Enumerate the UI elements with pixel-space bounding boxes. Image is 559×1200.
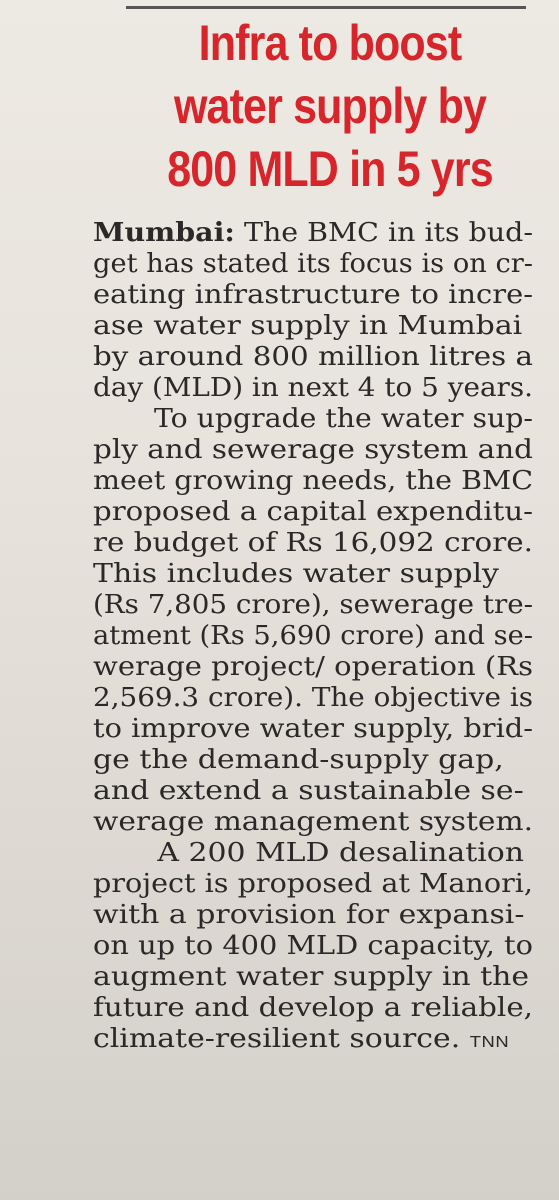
article-line-text: climate-resilient source. <box>93 1024 461 1054</box>
article-line: future and develop a reliable, <box>93 993 533 1023</box>
article-line: get has stated its focus is on cr- <box>93 249 533 279</box>
headline-line-1: Infra to boost <box>198 15 463 71</box>
news-agency-credit: TNN <box>469 1034 510 1051</box>
article-line: Mumbai: The BMC in its bud- <box>93 218 559 249</box>
article-line: To upgrade the water sup- <box>153 404 533 434</box>
article-line: (Rs 7,805 crore), sewerage tre- <box>93 590 533 620</box>
article-line: on up to 400 MLD capacity, to <box>93 931 533 961</box>
article-line: ge the demand-supply gap, <box>93 745 504 775</box>
article-line: project is proposed at Manori, <box>93 869 533 899</box>
article-line: meet growing needs, the BMC <box>93 466 533 496</box>
article-line: climate-resilient source. TNN <box>93 1024 559 1058</box>
article-line: ply and sewerage system and <box>93 435 533 465</box>
article-line: by around 800 million litres a <box>93 342 533 372</box>
article-line: A 200 MLD desalination <box>157 838 525 868</box>
headline: Infra to boost water supply by 800 MLD i… <box>141 12 519 201</box>
article-line: werage project/ operation (Rs <box>93 652 533 682</box>
column-top-rule <box>126 6 526 9</box>
article-line: ase water supply in Mumbai <box>93 311 523 341</box>
article-line: 2,569.3 crore). The objective is <box>93 683 533 713</box>
dateline: Mumbai: <box>93 218 235 248</box>
article-line: This includes water supply <box>93 559 499 589</box>
article-line: proposed a capital expenditu- <box>93 497 533 527</box>
article-line: re budget of Rs 16,092 crore. <box>93 528 533 558</box>
article-line: eating infrastructure to incre- <box>93 280 533 310</box>
article-line: and extend a sustainable se- <box>93 776 524 806</box>
headline-line-3: 800 MLD in 5 yrs <box>167 141 493 197</box>
article-body: Mumbai: The BMC in its bud- get has stat… <box>93 218 533 1058</box>
headline-line-2: water supply by <box>173 78 487 134</box>
article-line: atment (Rs 5,690 crore) and se- <box>93 621 533 651</box>
article-line: augment water supply in the <box>93 962 530 992</box>
article-line: to improve water supply, brid- <box>93 714 533 744</box>
article-line: werage management system. <box>93 807 533 837</box>
article-line-text: The BMC in its bud- <box>234 218 533 248</box>
article-line: day (MLD) in next 4 to 5 years. <box>93 373 533 403</box>
article-line: with a provision for expansi- <box>93 900 525 930</box>
